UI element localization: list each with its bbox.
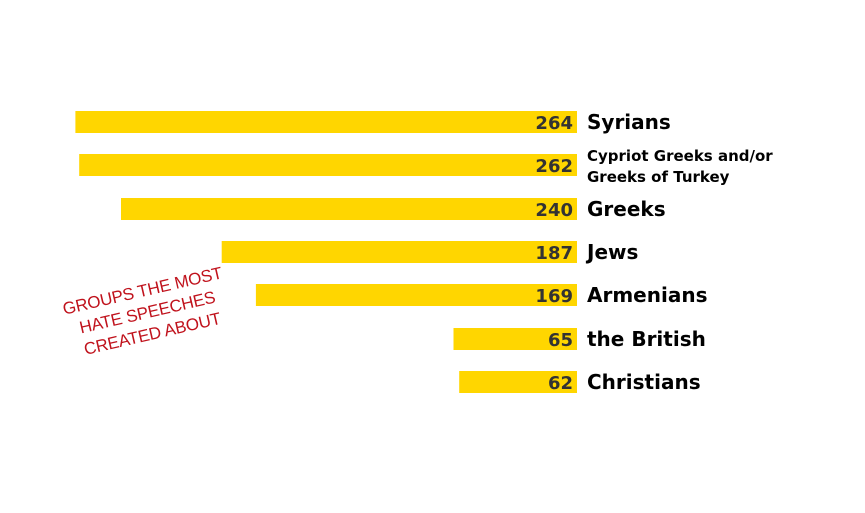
bar-2 [121, 198, 577, 220]
bar-5 [453, 328, 577, 350]
bar-0 [75, 111, 578, 133]
category-label-4: Armenians [587, 283, 707, 307]
category-label-3: Jews [585, 240, 638, 264]
bars-group [75, 111, 578, 393]
value-label-5: 65 [548, 330, 573, 351]
category-label-0: Syrians [587, 110, 671, 134]
value-label-2: 240 [535, 200, 573, 221]
value-label-6: 62 [548, 373, 573, 394]
value-label-3: 187 [535, 243, 573, 264]
category-label-6: Christians [587, 370, 701, 394]
category-label-1: Cypriot Greeks and/or Greeks of Turkey [587, 147, 773, 186]
value-labels-group: 264 262 240 187 169 65 62 [535, 113, 573, 394]
value-label-1: 262 [535, 156, 573, 177]
bar-1 [79, 154, 577, 176]
category-label-2: Greeks [587, 197, 666, 221]
value-label-4: 169 [535, 286, 573, 307]
bar-3 [221, 241, 577, 263]
category-labels-group: Syrians Cypriot Greeks and/or Greeks of Tu… [585, 110, 773, 394]
category-label-5: the British [587, 327, 706, 351]
value-label-0: 264 [535, 113, 573, 134]
bar-4 [255, 284, 577, 306]
bar-6 [459, 371, 577, 393]
